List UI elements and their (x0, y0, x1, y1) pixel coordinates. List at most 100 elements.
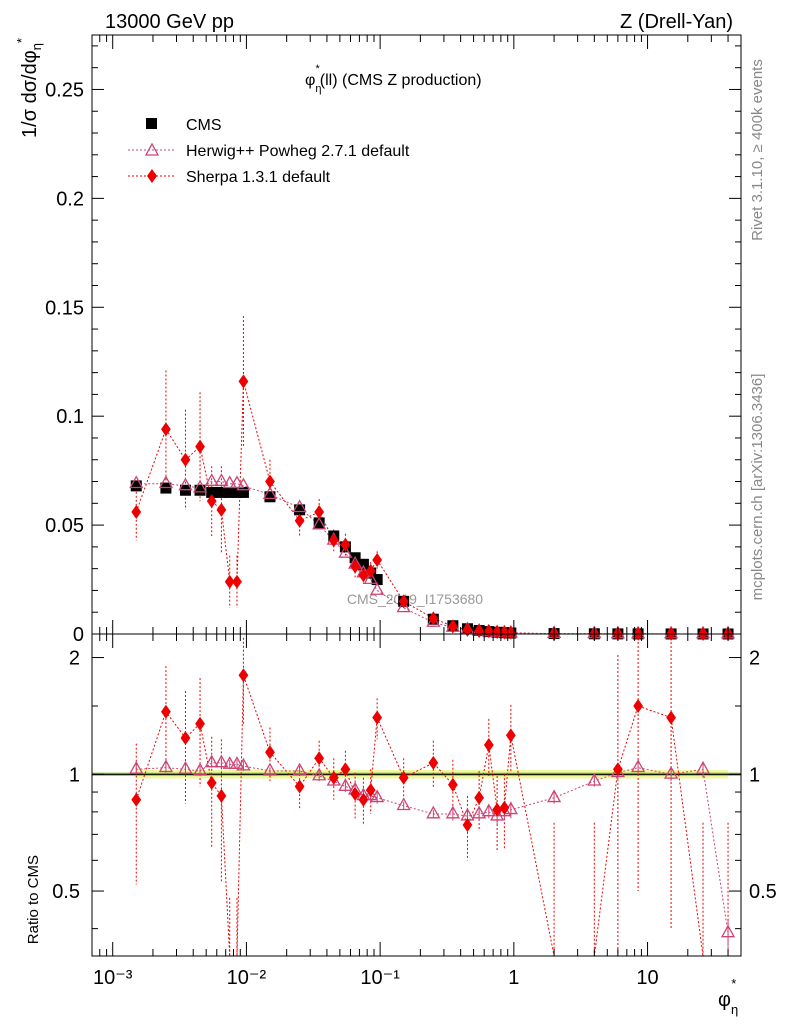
herwig-point (192, 479, 208, 493)
sherpa-ratio-point (612, 762, 623, 777)
cms-point (237, 486, 249, 498)
herwig-ratio-point (204, 754, 219, 768)
herwig-ratio-point (178, 760, 193, 774)
sherpa-ratio-point (131, 792, 142, 807)
herwig-ratio-point (631, 759, 646, 773)
herwig-ratio-point (363, 787, 378, 801)
sherpa-ratio-point (314, 751, 325, 766)
sherpa-ratio-point (398, 770, 409, 785)
legend-label-cms: CMS (186, 117, 222, 134)
sherpa-point (224, 574, 235, 589)
herwig-point (262, 486, 278, 500)
sherpa-ratio-line (135, 675, 729, 957)
herwig-point (158, 475, 174, 489)
sherpa-ratio-point (195, 716, 205, 731)
sherpa-ratio-point (350, 786, 361, 801)
legend-marker-herwig (144, 142, 160, 156)
y-axis-label-main: 1/σ dσ/dφη* (14, 38, 44, 138)
herwig-ratio-point (490, 807, 505, 821)
cms-point (371, 574, 383, 586)
herwig-point (363, 571, 378, 584)
legend-marker-cms (146, 118, 157, 129)
sherpa-point (358, 568, 369, 583)
sherpa-ratio-point (180, 731, 191, 746)
herwig-point (312, 516, 327, 530)
cms-point (224, 486, 236, 498)
herwig-ratio-point (158, 759, 174, 773)
sherpa-point (372, 552, 383, 567)
herwig-point (396, 599, 411, 613)
sherpa-ratio-point (474, 790, 485, 805)
sherpa-point (131, 505, 142, 520)
header-process: Z (Drell-Yan) (620, 11, 733, 33)
herwig-ratio-point (720, 924, 736, 938)
sherpa-ratio-point (265, 745, 275, 760)
sherpa-ratio-point (372, 710, 383, 725)
sherpa-point (265, 474, 275, 489)
sherpa-point (492, 625, 503, 640)
axes-layer: 0 0.05 0.1 0.15 0.2 0.25 0.5 0.5 1 1 2 2 10⁻³ 10⁻² 10⁻… (45, 34, 777, 989)
herwig-ratio-point (338, 778, 353, 791)
legend-label-sherpa: Sherpa 1.3.1 default (186, 169, 331, 186)
cms-point (130, 480, 142, 492)
y-tick-label-ratio-right: 2 (749, 648, 760, 670)
sherpa-ratio-point (161, 704, 171, 719)
sherpa-ratio-point (340, 762, 351, 777)
sherpa-ratio-point (483, 737, 494, 752)
sherpa-ratio-point (505, 728, 516, 743)
herwig-ratio-point (262, 762, 278, 776)
y-tick-label-ratio: 0.5 (52, 881, 80, 903)
sherpa-ratio-point (428, 755, 439, 770)
herwig-point (204, 473, 219, 486)
sherpa-ratio-point (492, 802, 503, 817)
y-tick-label-ratio-right: 0.5 (749, 881, 777, 903)
y-tick-label-main: 0.15 (45, 297, 84, 319)
sherpa-point (340, 537, 351, 552)
legend-marker-sherpa (147, 169, 157, 183)
herwig-ratio-point (214, 754, 229, 768)
y-tick-label-ratio: 2 (69, 648, 80, 670)
x-tick-label: 1 (508, 967, 519, 989)
herwig-ratio-point (312, 767, 327, 781)
herwig-ratio-point (472, 805, 487, 819)
sherpa-ratio-point (499, 800, 510, 815)
sherpa-point (216, 502, 227, 517)
herwig-point (338, 545, 353, 558)
sherpa-point (398, 594, 409, 609)
y-tick-label-ratio: 1 (69, 764, 80, 786)
herwig-point (214, 473, 229, 486)
cms-point (264, 491, 276, 503)
herwig-ratio-point (222, 756, 237, 769)
legend: CMS Herwig++ Powheg 2.7.1 default Sherpa… (128, 117, 410, 186)
herwig-ratio-point (695, 760, 711, 774)
y-tick-label-main: 0.1 (56, 406, 84, 428)
sherpa-ratio-point (633, 698, 644, 713)
x-tick-label: 10⁻³ (93, 967, 133, 989)
y-tick-label-main: 0.05 (45, 515, 84, 537)
sherpa-point (180, 452, 191, 467)
herwig-ratio-point (292, 762, 307, 776)
analysis-watermark: CMS_2019_I1753680 (347, 591, 483, 607)
ratio-plot-frame (91, 633, 742, 957)
herwig-ratio-point (229, 756, 245, 769)
sherpa-point (462, 622, 473, 637)
herwig-point (370, 582, 385, 595)
sherpa-ratio-point (358, 792, 369, 807)
sherpa-point (206, 494, 217, 509)
y-tick-label-ratio-right: 1 (749, 764, 760, 786)
x-tick-label: 10⁻¹ (360, 967, 400, 989)
mcplots-label: mcplots.cern.ch [arXiv:1306.3436] (749, 374, 766, 601)
sherpa-ratio-point (447, 777, 458, 792)
sherpa-point (499, 625, 510, 640)
herwig-point (178, 477, 193, 491)
herwig-ratio-point (370, 789, 385, 803)
sherpa-point (447, 619, 458, 634)
herwig-point (129, 475, 144, 489)
sherpa-main-line (135, 381, 729, 635)
cms-point (357, 558, 369, 570)
cms-point (194, 484, 206, 496)
herwig-point (222, 475, 237, 489)
sherpa-point (483, 624, 494, 639)
y-tick-label-main: 0 (73, 624, 84, 646)
